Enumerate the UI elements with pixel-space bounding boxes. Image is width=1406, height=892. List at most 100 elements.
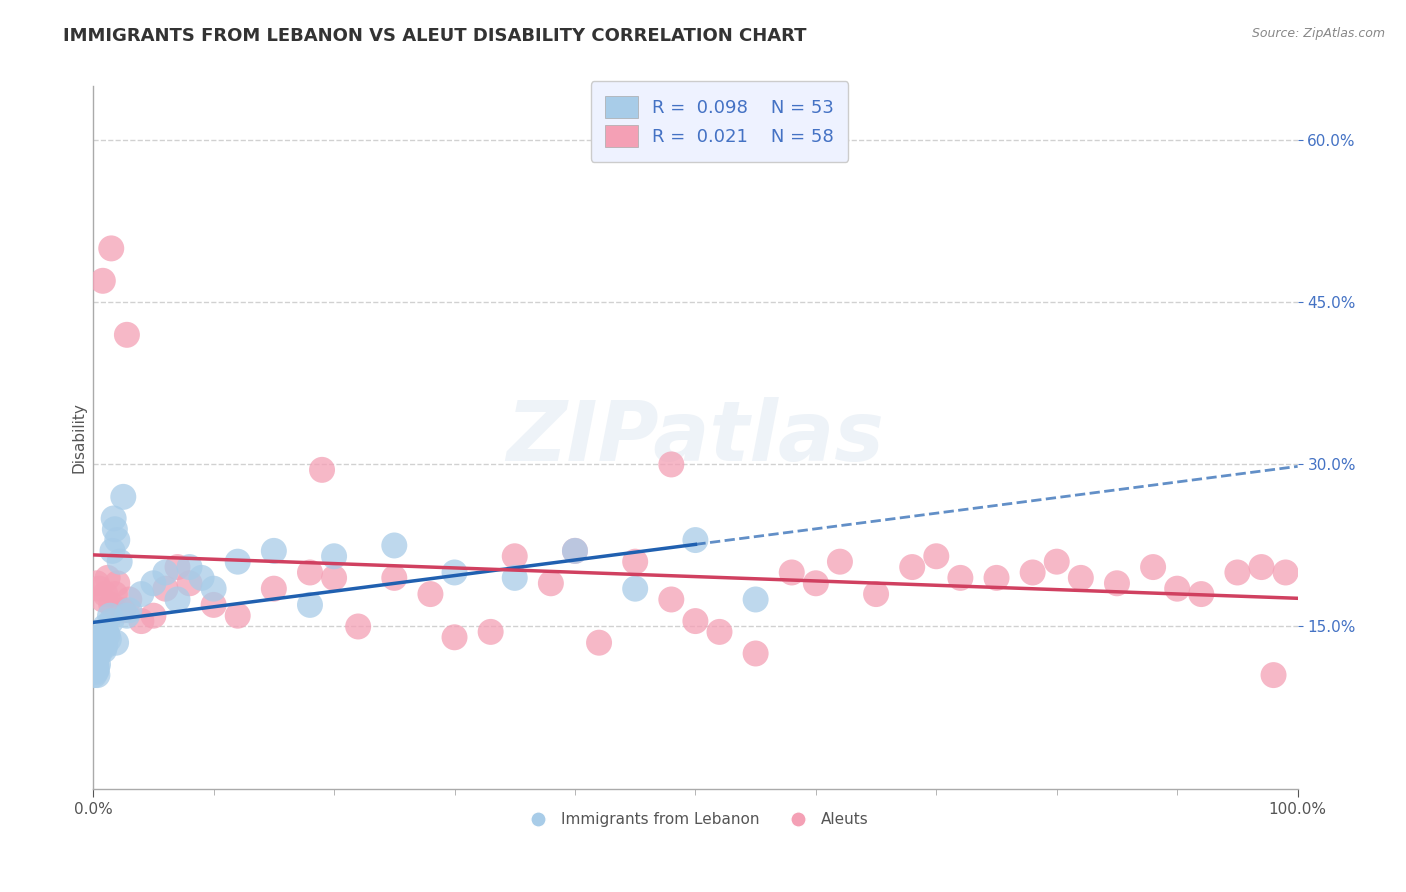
Point	[105, 533, 128, 547]
Point	[101, 544, 124, 558]
Point	[1046, 555, 1069, 569]
Point	[93, 643, 115, 657]
Point	[564, 544, 586, 558]
Point	[1070, 571, 1092, 585]
Point	[659, 592, 682, 607]
Point	[83, 668, 105, 682]
Point	[419, 587, 441, 601]
Point	[986, 571, 1008, 585]
Text: IMMIGRANTS FROM LEBANON VS ALEUT DISABILITY CORRELATION CHART: IMMIGRANTS FROM LEBANON VS ALEUT DISABIL…	[63, 27, 807, 45]
Point	[98, 608, 121, 623]
Point	[588, 636, 610, 650]
Point	[179, 560, 201, 574]
Point	[86, 663, 108, 677]
Point	[115, 608, 138, 623]
Point	[131, 614, 153, 628]
Point	[263, 544, 285, 558]
Point	[105, 636, 128, 650]
Point	[100, 241, 122, 255]
Point	[86, 660, 108, 674]
Point	[84, 652, 107, 666]
Y-axis label: Disability: Disability	[72, 402, 86, 473]
Point	[1274, 566, 1296, 580]
Point	[1189, 587, 1212, 601]
Point	[83, 663, 105, 677]
Point	[118, 603, 141, 617]
Point	[94, 619, 117, 633]
Point	[97, 628, 120, 642]
Point	[1166, 582, 1188, 596]
Point	[202, 582, 225, 596]
Point	[94, 587, 117, 601]
Point	[89, 647, 111, 661]
Point	[112, 603, 135, 617]
Point	[780, 566, 803, 580]
Point	[709, 624, 731, 639]
Point	[103, 511, 125, 525]
Point	[84, 657, 107, 672]
Point	[503, 571, 526, 585]
Point	[91, 592, 114, 607]
Point	[131, 587, 153, 601]
Point	[104, 587, 127, 601]
Point	[118, 592, 141, 607]
Point	[804, 576, 827, 591]
Point	[226, 555, 249, 569]
Point	[89, 582, 111, 596]
Point	[142, 576, 165, 591]
Point	[347, 619, 370, 633]
Point	[503, 549, 526, 564]
Point	[97, 571, 120, 585]
Point	[84, 647, 107, 661]
Point	[97, 632, 120, 647]
Point	[104, 522, 127, 536]
Point	[155, 566, 177, 580]
Point	[828, 555, 851, 569]
Point	[83, 654, 105, 668]
Point	[382, 539, 405, 553]
Point	[108, 555, 131, 569]
Point	[202, 598, 225, 612]
Point	[564, 544, 586, 558]
Point	[298, 598, 321, 612]
Point	[226, 608, 249, 623]
Point	[115, 327, 138, 342]
Text: Source: ZipAtlas.com: Source: ZipAtlas.com	[1251, 27, 1385, 40]
Point	[87, 657, 110, 672]
Point	[744, 592, 766, 607]
Point	[624, 582, 647, 596]
Point	[91, 274, 114, 288]
Point	[94, 639, 117, 653]
Point	[100, 614, 122, 628]
Point	[659, 458, 682, 472]
Point	[96, 624, 118, 639]
Legend: Immigrants from Lebanon, Aleuts: Immigrants from Lebanon, Aleuts	[516, 806, 875, 833]
Point	[865, 587, 887, 601]
Point	[624, 555, 647, 569]
Point	[86, 576, 108, 591]
Point	[298, 566, 321, 580]
Point	[540, 576, 562, 591]
Point	[166, 560, 188, 574]
Point	[1263, 668, 1285, 682]
Point	[179, 576, 201, 591]
Point	[311, 463, 333, 477]
Point	[84, 649, 107, 664]
Point	[382, 571, 405, 585]
Point	[90, 636, 112, 650]
Point	[1105, 576, 1128, 591]
Point	[685, 614, 707, 628]
Point	[949, 571, 972, 585]
Point	[1250, 560, 1272, 574]
Point	[443, 630, 465, 644]
Point	[479, 624, 502, 639]
Point	[1142, 560, 1164, 574]
Point	[105, 576, 128, 591]
Point	[89, 641, 111, 656]
Point	[112, 490, 135, 504]
Point	[263, 582, 285, 596]
Point	[155, 582, 177, 596]
Point	[1021, 566, 1043, 580]
Point	[83, 641, 105, 656]
Point	[142, 608, 165, 623]
